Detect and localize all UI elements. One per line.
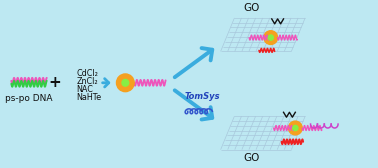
Circle shape [288, 121, 302, 135]
Text: GO: GO [243, 153, 259, 163]
Text: NAC: NAC [76, 85, 93, 94]
Text: NaHTe: NaHTe [76, 93, 101, 102]
Circle shape [293, 125, 298, 131]
Text: CdCl₂: CdCl₂ [76, 69, 98, 78]
Circle shape [264, 31, 277, 45]
Text: TomSys: TomSys [184, 92, 220, 101]
Circle shape [122, 79, 129, 86]
Text: ps-po DNA: ps-po DNA [5, 94, 53, 103]
Text: GO: GO [243, 3, 259, 13]
Text: +: + [48, 75, 61, 90]
Text: ZnCl₂: ZnCl₂ [76, 77, 98, 86]
Circle shape [268, 35, 273, 40]
Circle shape [116, 74, 134, 92]
